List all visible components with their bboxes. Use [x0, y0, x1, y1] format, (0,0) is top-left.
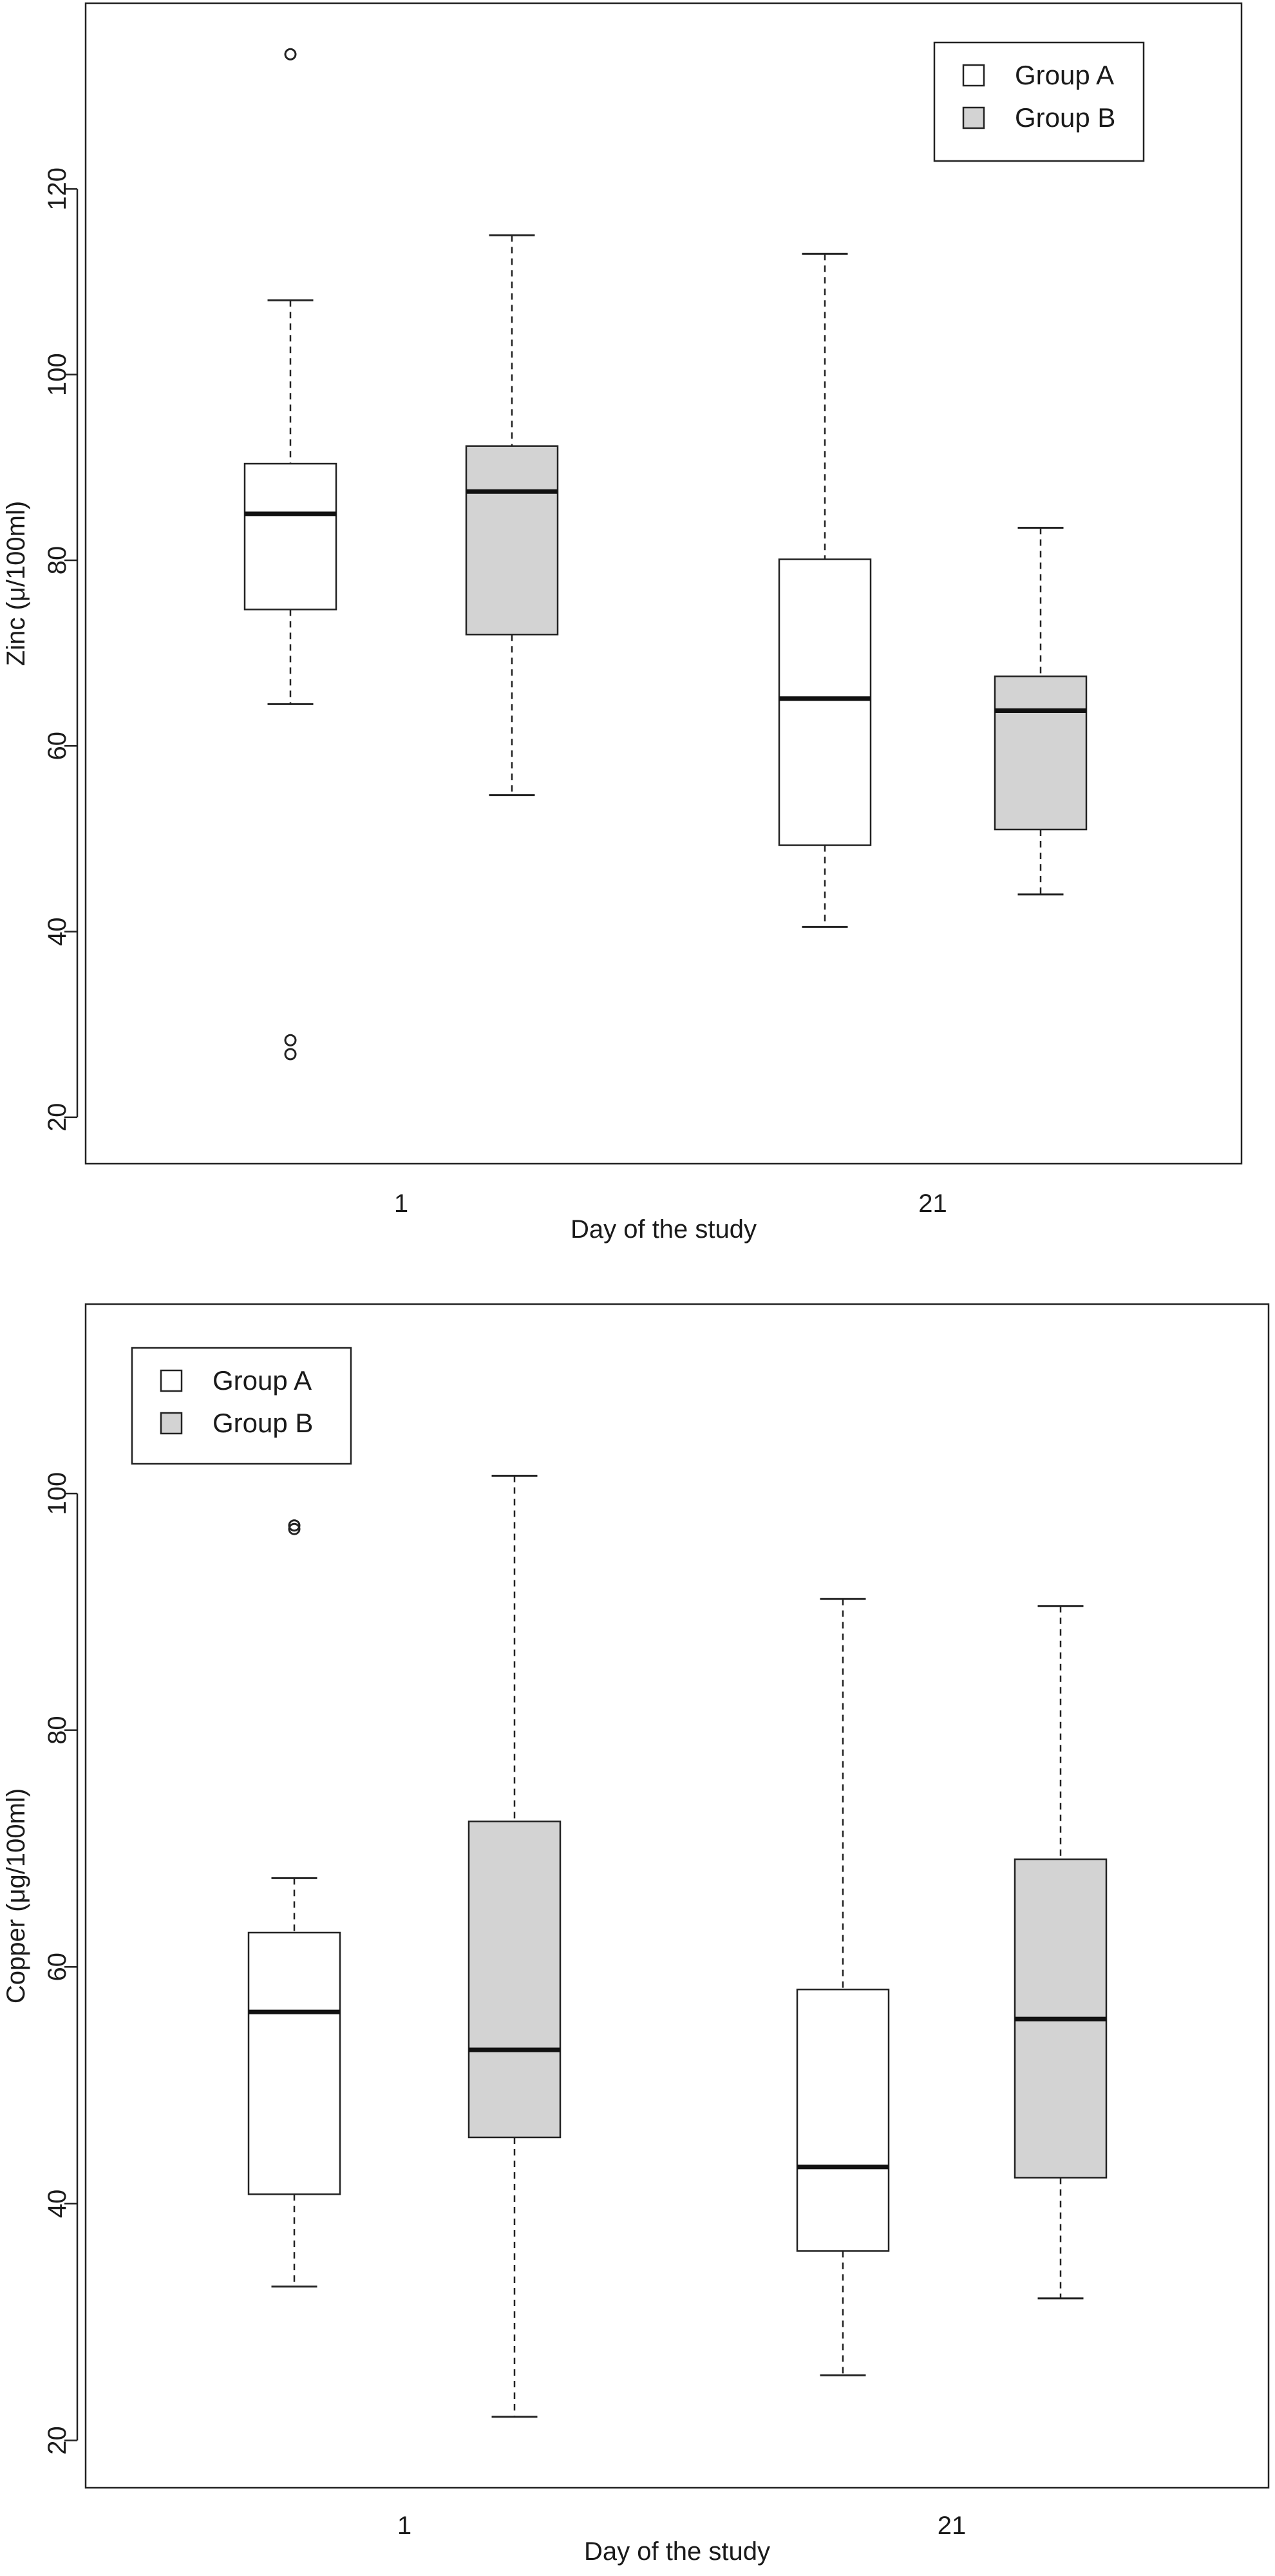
x-category-label: 1 [394, 1189, 408, 1218]
box-group-a-day-1 [247, 1519, 341, 2288]
box-group-a-day-1 [243, 48, 337, 1061]
legend-swatch [160, 1412, 183, 1435]
outlier-point [288, 1519, 301, 1532]
y-tick-label: 20 [43, 2426, 71, 2455]
legend: Group A Group B [131, 1347, 352, 1465]
y-tick-label: 120 [43, 167, 71, 211]
legend-swatch [962, 106, 985, 129]
chart-panel-2: 20 40 60 80 100 Copper (μg/100ml) 1 21 Day of th… [2, 1303, 1270, 2566]
plot-frame [84, 2, 1243, 1165]
box-iqr [247, 1931, 341, 2195]
outlier-point [284, 1048, 297, 1061]
y-axis-label: Copper (μg/100ml) [2, 1788, 30, 2003]
box-group-a-day-21 [796, 1598, 890, 2376]
box-iqr [468, 1820, 562, 2139]
x-axis-label: Day of the study [584, 2537, 770, 2566]
box-group-b-day-21 [994, 527, 1088, 896]
box-group-b-day-1 [468, 1475, 562, 2418]
x-category-label: 21 [938, 2512, 967, 2540]
box-iqr [465, 445, 559, 636]
y-tick-label: 100 [43, 353, 71, 396]
legend-label: Group A [1015, 60, 1114, 90]
legend-swatch [160, 1369, 183, 1392]
box-iqr [994, 675, 1088, 831]
legend-swatch [962, 64, 985, 87]
y-tick-label: 60 [43, 732, 71, 761]
y-tick-label: 20 [43, 1103, 71, 1132]
legend: Group A Group B [933, 41, 1145, 162]
legend-label: Group A [212, 1365, 312, 1396]
x-category-label: 21 [918, 1189, 947, 1218]
box-group-b-day-1 [465, 234, 559, 797]
plot-frame [84, 1303, 1270, 2489]
legend-frame [131, 1347, 352, 1465]
y-tick-label: 60 [43, 1953, 71, 1982]
chart-panel-1: 20 40 60 80 100 120 Zinc (μ/100ml) 1 21 Day of th… [2, 2, 1243, 1244]
y-tick-label: 80 [43, 546, 71, 575]
y-tick-label: 40 [43, 2190, 71, 2219]
x-category-label: 1 [397, 2512, 411, 2540]
box-group-b-day-21 [1014, 1605, 1108, 2300]
outlier-point [288, 1522, 301, 1535]
outlier-point [284, 1034, 297, 1046]
y-tick-label: 80 [43, 1716, 71, 1745]
box-iqr [243, 462, 337, 611]
y-axis-label: Zinc (μ/100ml) [2, 501, 30, 666]
y-tick-label: 40 [43, 917, 71, 946]
y-tick-label: 100 [43, 1472, 71, 1515]
box-group-a-day-21 [778, 252, 872, 928]
legend-label: Group B [212, 1408, 313, 1438]
outlier-point [284, 48, 297, 61]
legend-label: Group B [1015, 102, 1115, 133]
x-axis-label: Day of the study [571, 1215, 757, 1244]
box-iqr [796, 1988, 890, 2252]
box-iqr [778, 558, 872, 846]
legend-frame [933, 41, 1145, 162]
